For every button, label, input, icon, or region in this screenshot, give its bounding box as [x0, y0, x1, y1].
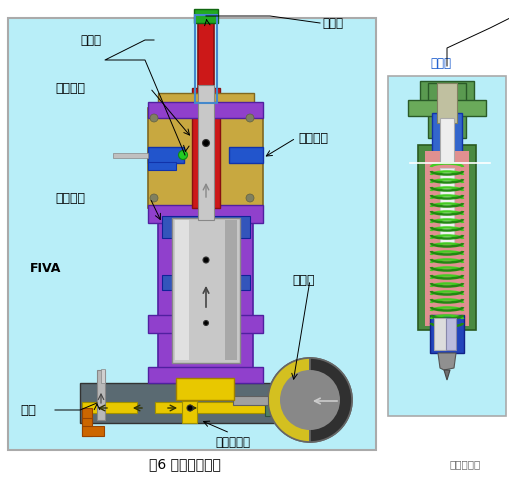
Bar: [148, 108, 263, 208]
Bar: [82, 402, 137, 413]
Bar: [82, 426, 104, 436]
Polygon shape: [443, 370, 449, 380]
Text: 吸油阀: 吸油阀: [80, 33, 101, 46]
Bar: [197, 85, 214, 220]
Text: 燃油柱塞: 燃油柱塞: [55, 82, 85, 95]
Bar: [158, 96, 253, 108]
Text: 液压油进口: 液压油进口: [215, 436, 249, 449]
Bar: [148, 205, 263, 223]
Bar: [8, 18, 375, 450]
Circle shape: [245, 114, 253, 122]
Text: 泄放: 泄放: [20, 403, 36, 416]
Bar: [419, 81, 473, 103]
Bar: [191, 88, 219, 208]
Circle shape: [178, 151, 187, 160]
Bar: [197, 15, 214, 103]
Circle shape: [150, 194, 158, 202]
Bar: [427, 83, 465, 138]
Bar: [431, 113, 461, 168]
Bar: [429, 315, 463, 353]
Bar: [433, 318, 445, 350]
Bar: [158, 213, 252, 383]
Bar: [176, 378, 234, 400]
Bar: [162, 275, 249, 290]
Bar: [194, 15, 216, 103]
Bar: [148, 367, 263, 383]
Bar: [82, 418, 92, 436]
Bar: [417, 145, 475, 330]
Wedge shape: [309, 358, 351, 442]
Circle shape: [187, 405, 192, 411]
Circle shape: [279, 370, 340, 430]
Bar: [436, 83, 456, 123]
Circle shape: [202, 140, 209, 146]
Circle shape: [245, 194, 253, 202]
Bar: [224, 220, 237, 360]
Text: 喷油器: 喷油器: [429, 56, 450, 69]
Text: FIVA: FIVA: [30, 261, 61, 274]
Bar: [175, 220, 189, 360]
Bar: [97, 370, 105, 420]
Bar: [155, 402, 265, 413]
Bar: [229, 147, 263, 163]
Bar: [193, 9, 217, 23]
Wedge shape: [267, 358, 309, 442]
Circle shape: [267, 358, 351, 442]
Bar: [429, 166, 463, 246]
Text: 燃油进口: 燃油进口: [297, 131, 327, 144]
Bar: [445, 318, 455, 350]
Bar: [233, 396, 267, 405]
Bar: [162, 216, 249, 238]
Text: 液压活塞: 液压活塞: [55, 192, 85, 205]
Bar: [82, 408, 92, 423]
Text: 蓄压器: 蓄压器: [292, 273, 314, 286]
Bar: [148, 162, 176, 170]
Bar: [407, 100, 485, 116]
Bar: [387, 76, 505, 416]
Text: 船舶讲武堂: 船舶讲武堂: [448, 459, 479, 469]
Text: 图6 燃油喷射系统: 图6 燃油喷射系统: [149, 457, 220, 471]
Circle shape: [203, 257, 209, 263]
Bar: [439, 168, 453, 243]
Bar: [148, 102, 263, 118]
Bar: [182, 401, 196, 423]
Circle shape: [150, 114, 158, 122]
Text: 高压管: 高压管: [321, 17, 343, 30]
Bar: [148, 147, 184, 163]
Bar: [421, 162, 471, 250]
Bar: [424, 151, 468, 326]
Bar: [113, 153, 148, 158]
Bar: [148, 315, 263, 333]
Bar: [269, 402, 290, 413]
Circle shape: [203, 321, 208, 326]
Bar: [439, 118, 453, 163]
Bar: [101, 369, 105, 383]
Polygon shape: [437, 353, 455, 370]
Bar: [172, 218, 240, 363]
Bar: [80, 383, 290, 423]
Bar: [265, 402, 287, 416]
Bar: [158, 93, 253, 113]
